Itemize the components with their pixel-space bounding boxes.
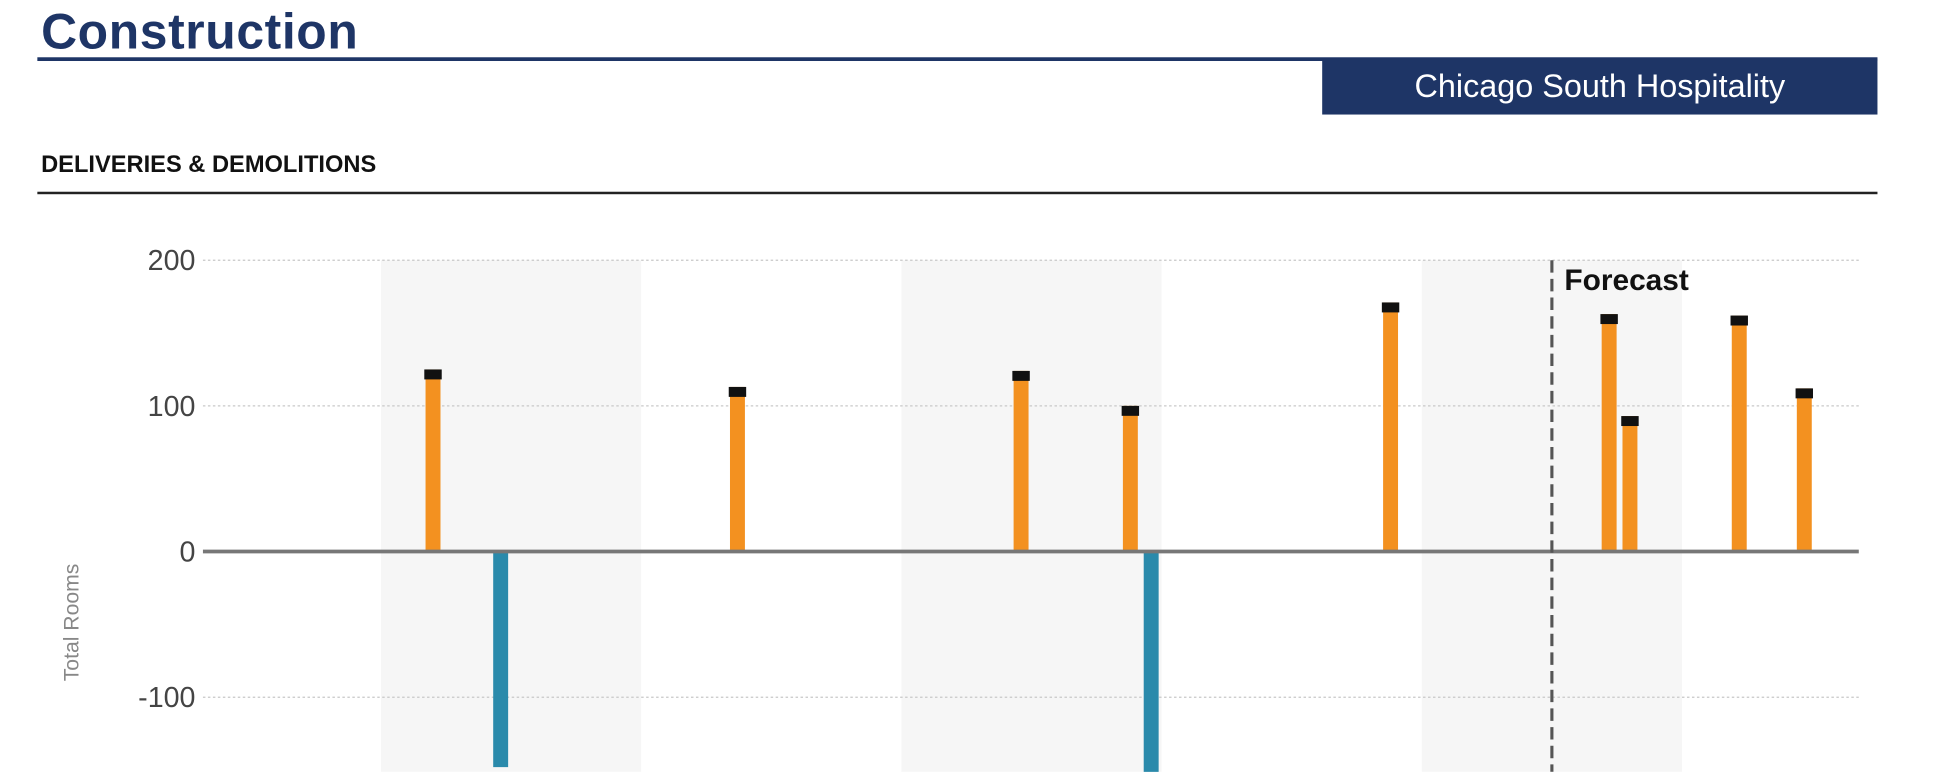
delivery-bar bbox=[1601, 314, 1617, 552]
demolition-bar bbox=[493, 551, 509, 768]
delivery-bar bbox=[1122, 405, 1138, 552]
y-tick-label: 100 bbox=[148, 391, 196, 423]
section-rule bbox=[37, 191, 1878, 195]
page-title: Construction bbox=[41, 4, 359, 60]
shaded-period-band bbox=[901, 260, 1162, 772]
delivery-bar bbox=[1731, 315, 1747, 552]
forecast-label: Forecast bbox=[1564, 264, 1689, 297]
section-title: DELIVERIES & DEMOLITIONS bbox=[41, 151, 377, 179]
delivery-bar bbox=[729, 386, 745, 552]
y-axis-label: Total Rooms bbox=[60, 564, 83, 682]
delivery-bar-cap bbox=[728, 386, 747, 397]
market-badge: Chicago South Hospitality bbox=[1322, 58, 1878, 115]
shaded-period-band bbox=[380, 260, 642, 772]
delivery-bar-cap bbox=[1121, 405, 1140, 416]
delivery-bar bbox=[1622, 416, 1638, 552]
delivery-bar-cap bbox=[424, 369, 442, 380]
delivery-bar-cap bbox=[1795, 388, 1814, 399]
delivery-bar-cap bbox=[1621, 416, 1639, 427]
delivery-bar-cap bbox=[1381, 302, 1400, 313]
delivery-bar bbox=[1383, 302, 1399, 552]
delivery-bar-cap bbox=[1730, 315, 1748, 326]
title-rule bbox=[37, 57, 1878, 62]
demolition-bar bbox=[1143, 551, 1159, 772]
y-tick-label: 200 bbox=[148, 245, 196, 277]
delivery-bar-cap bbox=[1012, 370, 1030, 381]
y-tick-label: -100 bbox=[138, 682, 195, 714]
delivery-bar bbox=[1013, 370, 1029, 552]
delivery-bar bbox=[1796, 388, 1812, 552]
delivery-bar-cap bbox=[1600, 314, 1618, 325]
delivery-bar bbox=[425, 369, 441, 552]
y-tick-label: 0 bbox=[180, 536, 196, 568]
